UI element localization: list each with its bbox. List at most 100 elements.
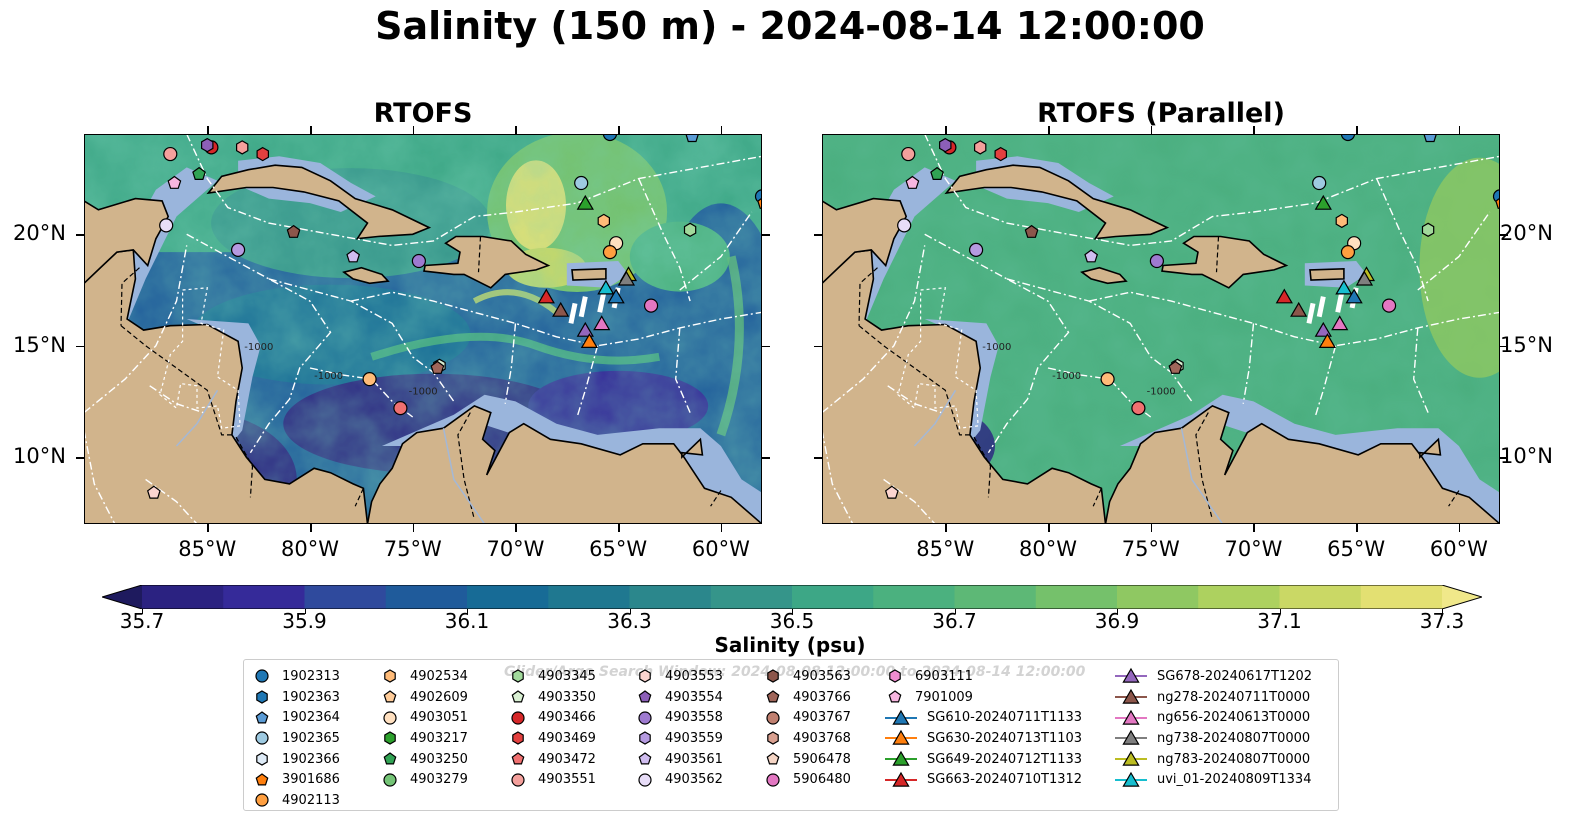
- legend-label: 4903551: [538, 772, 596, 788]
- glider-track: [1316, 296, 1326, 318]
- glider-track: [597, 291, 607, 313]
- eez-boundary: [1314, 345, 1337, 418]
- platform-marker: [146, 485, 161, 499]
- longitude-tick: [618, 126, 620, 134]
- map-canvas: -1000 -1000 -1000: [84, 134, 762, 524]
- panel-title-left: RTOFS: [373, 98, 473, 129]
- legend-marker-icon: [1115, 688, 1147, 704]
- legend-marker: [255, 793, 269, 808]
- country-border: [1195, 412, 1213, 520]
- legend-label: 4902534: [410, 668, 468, 684]
- latitude-tick: [76, 234, 84, 236]
- legend-marker: [255, 731, 269, 746]
- eez-boundary: [84, 430, 116, 524]
- continental-shelf: [186, 319, 261, 446]
- colorbar-bin: [1035, 585, 1118, 609]
- legend-marker: [766, 690, 780, 703]
- legend-item: 4902534: [380, 666, 468, 687]
- colorbar-bin: [873, 585, 955, 609]
- legend-marker-icon: [639, 669, 651, 684]
- legend-item: 4903559: [635, 728, 723, 749]
- platform-marker: [901, 146, 916, 162]
- legend-column: 4902534 4902609 4903051 4903217 4903250 49032…: [380, 666, 468, 790]
- legend-marker-icon: [511, 711, 525, 725]
- latitude-tick: [1500, 345, 1508, 348]
- platform-marker: [1381, 298, 1397, 313]
- legend-label: 4903561: [665, 751, 723, 767]
- platform-marker: [1314, 321, 1332, 337]
- longitude-tick: [1048, 524, 1050, 532]
- eez-boundary: [1412, 327, 1429, 413]
- legend-marker: [892, 750, 910, 766]
- map-panel-rtofs-parallel[interactable]: -1000 -1000 -1000: [822, 134, 1500, 524]
- legend-marker-icon: [889, 669, 901, 684]
- bathymetry-label: -1000: [1052, 371, 1081, 382]
- legend-marker: [638, 690, 652, 703]
- platform-marker: [974, 140, 987, 155]
- legend: Glider/Argo Search Window: 2024-08-08 12…: [243, 659, 1339, 811]
- legend-label: 4903469: [538, 730, 596, 746]
- legend-marker: [384, 669, 396, 684]
- continental-shelf: [924, 319, 999, 446]
- eez-boundary: [576, 345, 599, 418]
- legend-column: SG678-20240617T1202 ng278-20240711T0000 ng…: [1115, 666, 1312, 790]
- colorbar-bin: [223, 585, 305, 609]
- platform-marker: [607, 288, 625, 304]
- legend-item: 4903768: [763, 728, 851, 749]
- colorbar-bin: [1279, 585, 1362, 609]
- legend-item: 4903472: [508, 749, 596, 770]
- longitude-tick: [515, 524, 517, 532]
- legend-marker-icon: [512, 669, 524, 684]
- colorbar: [100, 584, 1484, 610]
- legend-marker: [1122, 709, 1140, 725]
- latitude-tick: [1500, 234, 1508, 236]
- legend-marker: [1122, 750, 1140, 766]
- legend-label: 5906480: [793, 772, 851, 788]
- legend-item: 1902365: [252, 728, 340, 749]
- colorbar-bin: [954, 585, 1037, 609]
- legend-item: ng738-20240807T0000: [1115, 728, 1312, 749]
- legend-marker-icon: [511, 752, 525, 765]
- legend-label: 4903466: [538, 710, 596, 726]
- legend-label: SG649-20240712T1133: [927, 751, 1083, 767]
- platform-marker: [230, 242, 246, 257]
- legend-marker-icon: [639, 731, 651, 746]
- platform-marker: [1345, 288, 1363, 304]
- land-mass: [1161, 235, 1289, 289]
- platform-marker: [552, 301, 570, 317]
- latitude-tick: [814, 457, 822, 459]
- legend-marker: [383, 752, 397, 765]
- colorbar-bin: [467, 585, 549, 609]
- legend-label: 4903051: [410, 710, 468, 726]
- platform-marker: [1312, 175, 1327, 191]
- legend-marker-icon: [511, 773, 525, 787]
- map-panel-rtofs[interactable]: -1000 -1000 -1000: [84, 134, 762, 524]
- latitude-tick-label-left: 15°N: [13, 332, 66, 357]
- longitude-tick: [412, 524, 415, 532]
- platform-marker: [994, 146, 1007, 162]
- legend-label: 4903554: [665, 689, 723, 705]
- eez-boundary: [638, 178, 691, 302]
- eez-boundary: [924, 233, 1070, 454]
- legend-label: 1902365: [282, 730, 340, 746]
- legend-marker-icon: [766, 773, 780, 787]
- platform-marker: [597, 279, 615, 295]
- eez-boundary: [145, 478, 198, 524]
- latitude-tick: [762, 234, 770, 236]
- legend-label: SG663-20240710T1312: [927, 772, 1083, 788]
- legend-label: SG678-20240617T1202: [1157, 668, 1313, 684]
- legend-marker: [1122, 668, 1140, 684]
- legend-item: 4903279: [380, 769, 468, 790]
- legend-item: ng656-20240613T0000: [1115, 707, 1312, 728]
- legend-label: 4903558: [665, 710, 723, 726]
- eez-boundary: [84, 245, 188, 414]
- eez-boundary: [149, 385, 204, 414]
- legend-marker-icon: [256, 752, 268, 766]
- legend-label: SG610-20240711T1133: [927, 710, 1083, 726]
- legend-item: 5906478: [763, 749, 851, 770]
- legend-label: 4903767: [793, 710, 851, 726]
- platform-marker: [1423, 134, 1437, 143]
- eez-boundary: [268, 278, 455, 402]
- platform-marker: [576, 194, 594, 210]
- legend-column: 6903111 7901009 SG610-20240711T1133 SG630-2…: [885, 666, 1082, 790]
